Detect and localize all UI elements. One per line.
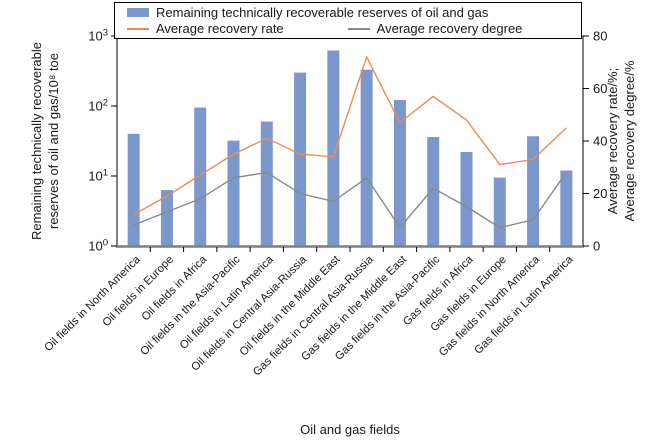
legend-item-rate: Average recovery rate xyxy=(127,22,284,35)
y-left-tick-exponent: 0 xyxy=(103,238,108,249)
y-left-axis-title-line2: reserves of oil and gas/10⁸ toe xyxy=(46,53,61,229)
y-left-tick-label: 103 xyxy=(88,28,108,44)
legend-bar-label: Remaining technically recoverable reserv… xyxy=(156,5,489,20)
bar xyxy=(160,190,173,246)
bar xyxy=(127,133,140,246)
legend: Remaining technically recoverable reserv… xyxy=(114,2,582,39)
y-right-tick-label: 0 xyxy=(593,239,600,254)
y-left-tick-label: 100 xyxy=(88,238,108,254)
bar xyxy=(360,69,373,246)
bar xyxy=(227,140,240,246)
y-right-axis-title-line2: Average recovery degree/% xyxy=(622,60,637,221)
legend-item-degree: Average recovery degree xyxy=(347,21,523,36)
y-right-axis-title-line1: Average recovery rate/%; xyxy=(605,68,620,214)
legend-bar-swatch xyxy=(127,8,149,17)
bar xyxy=(527,136,540,246)
bar xyxy=(427,137,440,246)
recovery-rate-line xyxy=(133,55,567,216)
bar xyxy=(260,121,273,246)
y-right-tick-label: 80 xyxy=(593,29,607,44)
y-left-tick-label: 102 xyxy=(88,98,108,114)
bar xyxy=(327,50,340,247)
bar xyxy=(460,152,473,246)
legend-row-lines: Average recovery rate Average recovery d… xyxy=(115,22,581,35)
bar xyxy=(194,107,207,246)
plot-frame xyxy=(116,35,584,247)
legend-degree-line-swatch xyxy=(347,27,370,30)
y-left-axis-title-line1: Remaining technically recoverable xyxy=(29,42,44,240)
x-axis-title: Oil and gas fields xyxy=(300,422,400,437)
legend-rate-label: Average recovery rate xyxy=(156,21,284,36)
x-category-label: Gas fields in Central Asia-Russia xyxy=(251,253,376,378)
legend-rate-line-swatch xyxy=(127,27,149,30)
legend-degree-label: Average recovery degree xyxy=(376,21,523,36)
y-left-tick-exponent: 1 xyxy=(103,168,108,179)
y-left-tick-label: 101 xyxy=(88,168,108,184)
legend-row-bars: Remaining technically recoverable reserv… xyxy=(115,6,581,19)
y-left-tick-exponent: 3 xyxy=(103,28,108,39)
recovery-degree-line xyxy=(133,171,567,229)
bar xyxy=(560,170,573,246)
y-right-tick-label: 60 xyxy=(593,81,607,96)
bar xyxy=(294,72,307,247)
bar xyxy=(493,177,506,246)
y-right-tick-label: 40 xyxy=(593,134,607,149)
bar xyxy=(393,99,406,247)
y-right-tick-label: 20 xyxy=(593,186,607,201)
y-left-tick-exponent: 2 xyxy=(103,98,108,109)
